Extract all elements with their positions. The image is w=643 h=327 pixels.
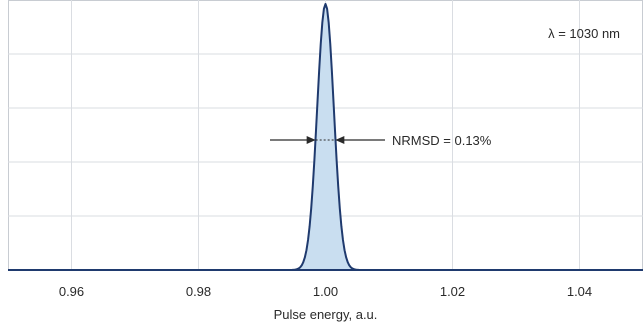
right-arrow-head [335, 136, 345, 144]
distribution-layer [8, 3, 643, 271]
fwhm-marker [270, 136, 385, 144]
x-axis-label: Pulse energy, a.u. [274, 307, 378, 322]
x-tick-label: 1.04 [567, 284, 592, 299]
distribution-fill [8, 4, 643, 270]
x-tick-label: 0.96 [59, 284, 84, 299]
nrmsd-annotation: NRMSD = 0.13% [392, 133, 492, 148]
x-axis: 0.96 0.98 1.00 1.02 1.04 [8, 269, 643, 299]
x-tick-label: 1.02 [440, 284, 465, 299]
x-tick-label: 1.00 [313, 284, 338, 299]
wavelength-annotation: λ = 1030 nm [548, 26, 620, 41]
x-tick-label: 0.98 [186, 284, 211, 299]
left-arrow-head [306, 136, 316, 144]
